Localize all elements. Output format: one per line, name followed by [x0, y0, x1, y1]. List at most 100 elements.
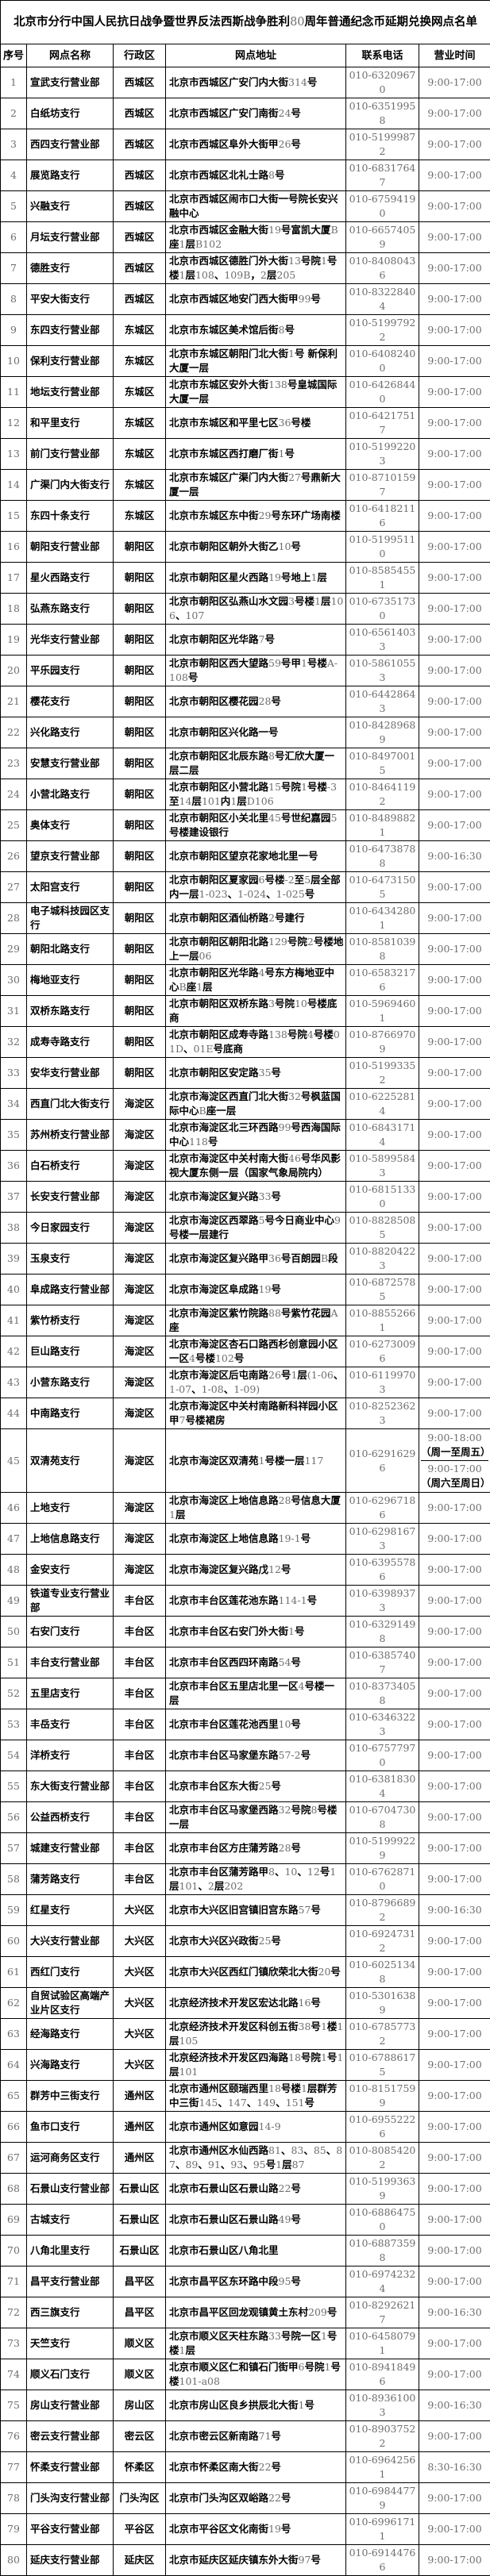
cell-district: 大兴区 [114, 2019, 166, 2050]
cell-hours: 9:00-17:00 [419, 98, 490, 129]
cell-branch-name: 西红门支行 [27, 1957, 114, 1988]
cell-hours: 9:00-17:00 [419, 2174, 490, 2205]
cell-serial: 36 [1, 1151, 27, 1182]
cell-serial: 33 [1, 1058, 27, 1089]
cell-hours: 9:00-17:00 [419, 408, 490, 439]
cell-district: 昌平区 [114, 2266, 166, 2297]
cell-address: 北京市朝阳区弘燕山水文园3号楼1层106、107 [166, 594, 346, 625]
cell-serial: 26 [1, 841, 27, 872]
cell-hours: 9:00-17:00 [419, 1555, 490, 1586]
cell-district: 丰台区 [114, 1678, 166, 1709]
cell-branch-name: 天竺支行 [27, 2328, 114, 2359]
cell-serial: 75 [1, 2390, 27, 2421]
cell-phone: 010-63989373 [346, 1586, 419, 1617]
cell-hours: 9:00-17:00 [419, 1524, 490, 1555]
cell-phone: 010-62916296 [346, 1429, 419, 1493]
cell-address: 北京市通州区颐瑞西里18号楼1层群芳中三街145、147、149、151号 [166, 2081, 346, 2112]
cell-serial: 73 [1, 2328, 27, 2359]
cell-branch-name: 西直门北大街支行 [27, 1089, 114, 1120]
cell-district: 海淀区 [114, 1305, 166, 1336]
cell-phone: 010-64182116 [346, 501, 419, 532]
cell-district: 朝阳区 [114, 656, 166, 686]
cell-address: 北京市朝阳区朝外大街乙10号 [166, 532, 346, 563]
cell-branch-name: 右安门支行 [27, 1617, 114, 1647]
cell-district: 房山区 [114, 2390, 166, 2421]
cell-address: 北京市丰台区蒲芳路甲8、10、12号1层101、2层202 [166, 1864, 346, 1895]
cell-hours: 9:00-17:00 [419, 2483, 490, 2514]
cell-serial: 5 [1, 191, 27, 222]
cell-hours: 9:00-17:00 [419, 2143, 490, 2174]
cell-district: 朝阳区 [114, 841, 166, 872]
cell-phone: 010-87966892 [346, 1895, 419, 1926]
cell-serial: 58 [1, 1864, 27, 1895]
cell-address: 北京市石景山区石景山路49号 [166, 2205, 346, 2236]
cell-address: 北京市密云区新南路71号 [166, 2421, 346, 2452]
cell-phone: 010-63818304 [346, 1771, 419, 1802]
cell-phone: 010-69742324 [346, 2266, 419, 2297]
cell-address: 北京市怀柔区南大街22号 [166, 2452, 346, 2483]
cell-district: 海淀区 [114, 1244, 166, 1275]
cell-hours: 9:00-17:00 [419, 1740, 490, 1771]
cell-district: 西城区 [114, 129, 166, 160]
cell-hours: 9:00-17:00 [419, 1617, 490, 1647]
cell-district: 大兴区 [114, 2050, 166, 2081]
cell-serial: 37 [1, 1182, 27, 1213]
cell-hours: 9:00-17:00 [419, 996, 490, 1027]
cell-phone: 010-53016389 [346, 1988, 419, 2019]
cell-hours: 9:00-17:00 [419, 129, 490, 160]
cell-phone: 010-51993352 [346, 1058, 419, 1089]
cell-branch-name: 巨山路支行 [27, 1336, 114, 1367]
cell-district: 门头沟区 [114, 2483, 166, 2514]
cell-hours: 9:00-17:00 [419, 965, 490, 996]
cell-address: 北京市丰台区东大街25号 [166, 1771, 346, 1802]
cell-address: 北京市东城区安外大街138号皇城国际大厦一层 [166, 377, 346, 408]
cell-phone: 010-58610553 [346, 656, 419, 686]
cell-address: 北京市丰台区马家堡东路57-2号 [166, 1740, 346, 1771]
cell-hours: 9:00-17:00 [419, 1027, 490, 1058]
cell-branch-name: 平乐园支行 [27, 656, 114, 686]
cell-serial: 76 [1, 2421, 27, 2452]
cell-serial: 65 [1, 2081, 27, 2112]
cell-hours: 9:00-17:00 [419, 377, 490, 408]
cell-hours: 9:00-17:00 [419, 1833, 490, 1864]
cell-phone: 010-63209670 [346, 67, 419, 98]
cell-phone: 010-69844779 [346, 2483, 419, 2514]
cell-branch-name: 安华支行营业部 [27, 1058, 114, 1089]
cell-hours: 9:00-17:00 [419, 2081, 490, 2112]
cell-hours: 9:00-17:00 [419, 284, 490, 315]
cell-address: 北京市石景山区八角北里 [166, 2236, 346, 2266]
cell-hours: 9:00-17:00 [419, 656, 490, 686]
cell-district: 通州区 [114, 2081, 166, 2112]
cell-serial: 78 [1, 2483, 27, 2514]
cell-phone: 010-68725785 [346, 1275, 419, 1305]
cell-district: 密云区 [114, 2421, 166, 2452]
cell-phone: 010-84970015 [346, 748, 419, 779]
cell-district: 朝阳区 [114, 748, 166, 779]
cell-district: 东城区 [114, 315, 166, 346]
cell-district: 西城区 [114, 98, 166, 129]
cell-phone: 010-64342801 [346, 903, 419, 934]
cell-serial: 13 [1, 439, 27, 470]
cell-hours: 9:00-16:30 [419, 1895, 490, 1926]
cell-district: 朝阳区 [114, 1027, 166, 1058]
cell-address: 北京市东城区东中街29号东环广场南楼 [166, 501, 346, 532]
cell-serial: 39 [1, 1244, 27, 1275]
hours-segment: 9:00-18:00（周一至周五） [421, 1430, 488, 1460]
cell-hours: 9:00-17:00 [419, 1305, 490, 1336]
cell-branch-name: 鱼市口支行 [27, 2112, 114, 2143]
cell-phone: 010-51999229 [346, 1833, 419, 1864]
cell-serial: 2 [1, 98, 27, 129]
cell-district: 海淀区 [114, 1213, 166, 1244]
